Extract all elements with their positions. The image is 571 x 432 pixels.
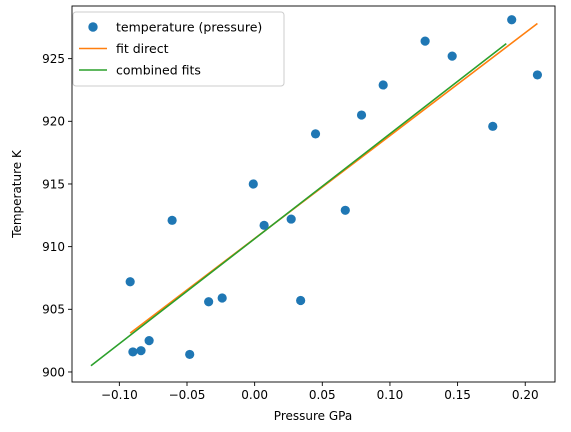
- x-tick-label: 0.20: [512, 388, 539, 402]
- data-point: [259, 220, 269, 230]
- y-tick-label: 905: [42, 303, 65, 317]
- data-point: [296, 295, 306, 306]
- y-tick-label: 925: [42, 52, 65, 66]
- data-point: [488, 121, 498, 131]
- data-point: [447, 51, 457, 61]
- x-tick-label: 0.00: [241, 388, 268, 402]
- x-axis-label: Pressure GPa: [274, 409, 352, 423]
- legend-label-combined-fits: combined fits: [116, 63, 201, 78]
- data-point: [167, 215, 177, 225]
- data-point: [356, 110, 367, 120]
- data-point: [144, 336, 154, 346]
- y-tick-label: 910: [42, 240, 65, 254]
- legend-box: [72, 11, 285, 87]
- data-point: [507, 15, 517, 25]
- x-tick-label: 0.15: [444, 388, 471, 402]
- data-point: [420, 36, 430, 46]
- data-point: [286, 214, 296, 224]
- data-point: [532, 70, 543, 80]
- x-tick-label: 0.10: [377, 388, 404, 402]
- legend: temperature (pressure) fit direct combin…: [72, 11, 285, 87]
- legend-marker-points: [88, 22, 98, 32]
- y-tick-label: 915: [42, 177, 65, 191]
- x-tick-label: −0.05: [169, 388, 206, 402]
- data-point: [125, 277, 135, 287]
- data-point: [217, 293, 227, 303]
- plot-frame: [71, 5, 556, 383]
- data-point: [378, 80, 388, 90]
- series-line-combined-fits: [90, 42, 507, 367]
- x-tick-label: −0.10: [101, 388, 138, 402]
- y-axis-label: Temperature K: [10, 149, 24, 239]
- data-point: [248, 179, 258, 189]
- y-tick-label: 900: [42, 365, 65, 379]
- data-point: [128, 347, 138, 357]
- y-tick-label: 920: [42, 115, 65, 129]
- data-point: [310, 129, 321, 139]
- data-points: [125, 15, 543, 360]
- data-point: [340, 205, 350, 215]
- x-axis: −0.10 −0.05 0.00 0.05 0.10 0.15 0.20: [101, 382, 539, 402]
- data-point: [136, 346, 146, 356]
- legend-label-fit-direct: fit direct: [116, 41, 169, 56]
- fit-lines: [90, 22, 538, 367]
- data-point: [185, 349, 195, 360]
- data-point: [204, 297, 214, 307]
- x-tick-label: 0.05: [309, 388, 336, 402]
- y-axis: 900 905 910 915 920 925: [42, 52, 72, 379]
- legend-label-points: temperature (pressure): [116, 20, 262, 35]
